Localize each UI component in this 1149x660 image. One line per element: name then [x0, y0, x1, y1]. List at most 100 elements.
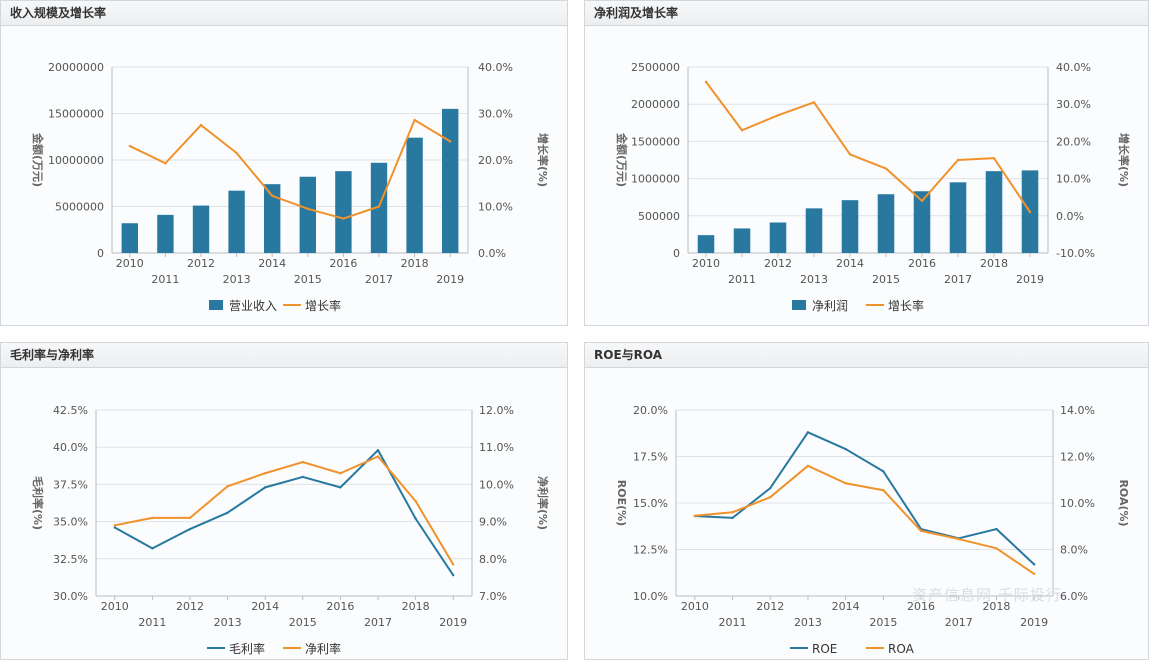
data-point: [271, 194, 274, 198]
data-point: [226, 485, 229, 488]
x-axis-label: 2017: [364, 616, 392, 629]
left-axis-tick: 0: [673, 247, 680, 260]
data-point: [693, 514, 697, 517]
data-point: [151, 516, 154, 520]
bar: [264, 184, 281, 253]
data-point: [882, 489, 885, 492]
legend-label: 净利率: [305, 641, 341, 656]
legend-swatch-bar: [209, 300, 223, 310]
data-point: [844, 482, 847, 485]
x-axis-label: 2014: [258, 257, 286, 270]
data-point: [920, 199, 924, 203]
data-point: [449, 140, 452, 143]
bar: [913, 191, 931, 253]
x-axis-label: 2011: [728, 273, 756, 286]
left-axis-tick: 15000000: [48, 108, 104, 121]
data-point: [306, 207, 309, 211]
data-point: [882, 470, 885, 473]
data-point: [452, 573, 455, 577]
x-axis-label: 2012: [187, 257, 215, 270]
bar: [370, 162, 388, 253]
data-point: [151, 547, 154, 550]
left-axis-title: ROE(%): [615, 480, 628, 526]
data-point: [188, 516, 192, 520]
legend-label: 增长率: [305, 298, 341, 313]
data-point: [806, 431, 810, 434]
bar: [228, 190, 245, 253]
bar: [805, 208, 823, 253]
x-axis-label: 2018: [982, 600, 1010, 613]
data-point: [769, 486, 772, 490]
left-axis-tick: 10000000: [48, 154, 104, 167]
chart-net-profit: 2500000 2000000 1500000 1000000 500000 0 40.0%…: [615, 61, 1131, 313]
right-axis-title: 净利率(%): [536, 476, 550, 530]
bar: [697, 235, 715, 253]
data-point: [301, 475, 304, 479]
x-axis-label: 2015: [869, 616, 897, 629]
x-axis-label: 2015: [289, 616, 317, 629]
data-point: [164, 162, 167, 165]
data-point: [264, 472, 267, 475]
chart-revenue: 20000000 15000000 10000000 5000000 0 40.0% 30.…: [31, 61, 550, 313]
legend-label: ROE: [812, 642, 837, 656]
series-line-0: [114, 449, 455, 576]
legend-label: ROA: [888, 642, 915, 656]
data-point: [776, 114, 780, 117]
data-point: [919, 529, 923, 533]
data-point: [1032, 563, 1036, 566]
data-point: [812, 101, 816, 104]
bar: [733, 228, 751, 253]
left-axis-tick: 20000000: [48, 61, 104, 74]
data-point: [113, 526, 117, 529]
data-point: [413, 118, 416, 122]
left-axis-tick: 20.0%: [633, 404, 668, 417]
right-axis-tick: 40.0%: [478, 61, 513, 74]
x-axis-label: 2012: [756, 600, 784, 613]
right-axis-tick: 30.0%: [1056, 98, 1091, 111]
right-axis-tick: 14.0%: [1060, 404, 1095, 417]
x-axis-label: 2018: [401, 257, 429, 270]
x-axis-label: 2015: [294, 273, 322, 286]
panel-title-margins: 毛利率与净利率: [1, 343, 567, 368]
left-axis-tick: 1000000: [631, 173, 680, 186]
right-axis-tick: 9.0%: [479, 516, 507, 529]
panel-roe-roa: ROE与ROA 20.0% 17.5% 15.0% 12.5% 10.0% 14.0% 12…: [584, 342, 1149, 660]
x-axis-label: 2016: [907, 600, 935, 613]
panel-title-revenue: 收入规模及增长率: [1, 1, 567, 26]
data-point: [414, 517, 417, 520]
data-point: [199, 123, 203, 127]
left-axis-tick: 35.0%: [53, 516, 88, 529]
left-axis-tick: 30.0%: [53, 590, 88, 603]
data-point: [339, 486, 342, 489]
data-point: [128, 144, 131, 148]
right-axis-tick: -10.0%: [1056, 247, 1095, 260]
right-axis-tick: 20.0%: [478, 154, 513, 167]
data-point: [342, 217, 345, 220]
data-point: [301, 460, 304, 464]
data-point: [377, 205, 381, 208]
bar: [769, 222, 787, 253]
left-axis-tick: 2500000: [631, 61, 680, 74]
legend-label: 毛利率: [229, 641, 265, 656]
x-axis-label: 2019: [1020, 616, 1048, 629]
x-axis-label: 2019: [439, 616, 467, 629]
x-axis-label: 2016: [329, 257, 357, 270]
legend-swatch-bar: [792, 300, 806, 310]
bar: [841, 200, 859, 253]
series-line-1: [114, 455, 455, 565]
series-line-1: [694, 464, 1035, 575]
data-point: [339, 472, 342, 475]
legend-label: 净利润: [812, 299, 848, 313]
left-axis-title: 金额(万元): [615, 132, 629, 187]
right-axis-tick: 8.0%: [479, 553, 507, 566]
x-axis-label: 2014: [251, 600, 279, 613]
x-axis-label: 2011: [138, 616, 166, 629]
right-axis-tick: 11.0%: [479, 441, 514, 454]
x-axis-label: 2011: [151, 273, 179, 286]
x-axis-label: 2011: [719, 616, 747, 629]
x-axis-label: 2010: [116, 257, 144, 270]
bar: [299, 176, 316, 253]
left-axis-title: 金额(万元): [31, 132, 45, 187]
right-axis-tick: 10.0%: [478, 201, 513, 214]
bar: [406, 137, 423, 253]
